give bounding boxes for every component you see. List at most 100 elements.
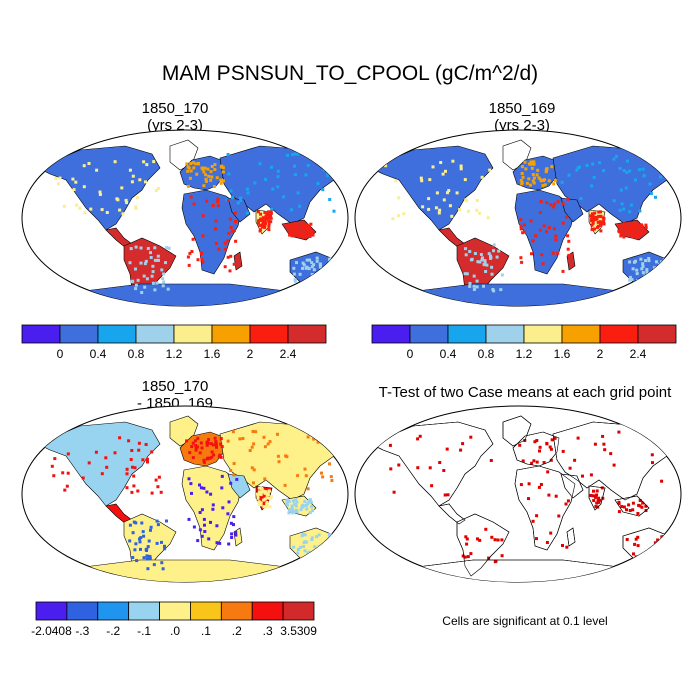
grid-cell	[487, 252, 491, 256]
grid-cell	[394, 179, 398, 183]
grid-cell	[492, 249, 495, 253]
grid-cell	[128, 523, 132, 527]
grid-cell	[198, 528, 202, 532]
grid-cell	[461, 442, 465, 446]
grid-cell	[145, 557, 149, 561]
grid-cell	[591, 494, 595, 498]
landmass-arabia	[560, 197, 584, 223]
grid-cell	[332, 535, 336, 539]
colorbar-box	[135, 324, 175, 344]
grid-cell	[196, 445, 199, 449]
grid-cell	[301, 266, 304, 270]
grid-cell	[267, 216, 271, 220]
grid-cell	[132, 474, 136, 478]
grid-cell	[595, 493, 599, 497]
grid-cell	[648, 182, 652, 186]
grid-cell	[567, 173, 571, 177]
grid-cell	[128, 261, 132, 265]
grid-cell	[617, 500, 621, 504]
coastline-centralam	[438, 503, 466, 525]
grid-cell	[118, 208, 122, 212]
grid-cell	[276, 454, 280, 458]
grid-cell	[220, 165, 224, 169]
grid-cell	[292, 266, 296, 270]
grid-cell	[625, 508, 628, 512]
grid-cell	[146, 567, 150, 571]
grid-cell	[324, 442, 328, 446]
grid-cell	[296, 233, 299, 237]
grid-cell	[465, 537, 469, 541]
grid-cell	[295, 227, 299, 231]
panel-title-ttest: T-Test of two Case means at each grid po…	[378, 384, 672, 401]
grid-cell	[290, 229, 294, 233]
grid-cell	[478, 211, 482, 215]
grid-cell	[492, 289, 496, 293]
grid-cell	[151, 270, 155, 274]
grid-cell	[276, 185, 280, 189]
grid-cell	[304, 226, 308, 230]
grid-cell	[631, 267, 635, 271]
colorbar-tick-label: -2.0408	[31, 624, 72, 638]
grid-cell	[215, 176, 219, 180]
grid-cell	[72, 188, 76, 192]
grid-cell	[202, 458, 206, 462]
grid-cell	[153, 246, 157, 250]
grid-cell	[128, 539, 132, 543]
grid-cell	[628, 169, 632, 173]
colorbar-box	[97, 324, 137, 344]
grid-cell	[658, 274, 661, 278]
grid-cell	[459, 167, 463, 171]
grid-cell	[566, 247, 570, 251]
grid-cell	[319, 278, 323, 282]
grid-cell	[597, 500, 601, 504]
grid-cell	[532, 176, 536, 180]
grid-cell	[63, 488, 67, 492]
grid-cell	[229, 481, 233, 485]
grid-cell	[397, 196, 401, 200]
grid-cell	[150, 491, 154, 495]
grid-cell	[310, 273, 314, 276]
grid-cell	[451, 159, 455, 163]
grid-cell	[219, 455, 223, 459]
colorbar-tick-label: 2	[246, 347, 254, 361]
grid-cell	[296, 191, 300, 195]
grid-cell	[291, 499, 295, 503]
grid-cell	[318, 265, 322, 269]
grid-cell	[163, 547, 167, 551]
grid-cell	[286, 500, 290, 504]
grid-cell	[234, 239, 238, 243]
grid-cell	[210, 175, 214, 179]
grid-cell	[134, 287, 138, 291]
grid-cell	[496, 538, 500, 542]
grid-cell	[209, 492, 213, 496]
grid-cell	[268, 440, 272, 444]
grid-cell	[300, 534, 304, 538]
grid-cell	[220, 486, 224, 490]
grid-cell	[552, 182, 556, 186]
grid-cell	[661, 279, 665, 282]
colorbar-tick-label: .2	[231, 624, 242, 638]
grid-cell	[139, 547, 142, 551]
grid-cell	[331, 537, 335, 541]
grid-cell	[205, 443, 209, 447]
grid-cell	[531, 519, 535, 523]
grid-cell	[612, 463, 616, 467]
grid-cell	[87, 461, 91, 465]
grid-cell	[592, 218, 596, 222]
grid-cell	[303, 549, 307, 553]
grid-cell	[188, 176, 192, 180]
grid-cell	[595, 489, 599, 493]
grid-cell	[199, 486, 203, 490]
grid-cell	[638, 168, 641, 172]
grid-cell	[220, 445, 224, 449]
grid-cell	[328, 257, 332, 261]
grid-cell	[599, 210, 602, 214]
grid-cell	[145, 549, 148, 552]
grid-cell	[222, 179, 225, 183]
grid-cell	[632, 260, 636, 264]
grid-cell	[561, 221, 565, 225]
grid-cell	[472, 288, 476, 291]
grid-cell	[194, 444, 198, 447]
grid-cell	[192, 525, 196, 529]
grid-cell	[303, 500, 307, 503]
